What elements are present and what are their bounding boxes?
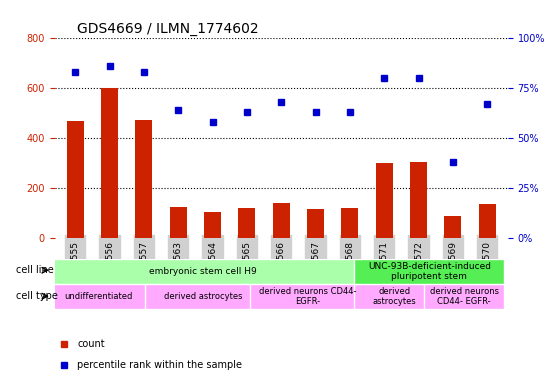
- Text: derived neurons CD44-
EGFR-: derived neurons CD44- EGFR-: [259, 287, 356, 306]
- Bar: [204, 212, 221, 238]
- Bar: [170, 207, 187, 238]
- Text: cell type: cell type: [16, 291, 58, 301]
- Text: count: count: [78, 339, 105, 349]
- FancyBboxPatch shape: [145, 284, 260, 309]
- FancyBboxPatch shape: [40, 284, 156, 309]
- Text: undifferentiated: undifferentiated: [64, 292, 132, 301]
- Bar: [341, 208, 358, 238]
- Bar: [444, 216, 461, 238]
- FancyBboxPatch shape: [424, 284, 505, 309]
- Bar: [479, 204, 496, 238]
- Bar: [135, 119, 152, 238]
- FancyBboxPatch shape: [250, 284, 365, 309]
- Bar: [67, 121, 84, 238]
- Bar: [272, 203, 290, 238]
- Text: UNC-93B-deficient-induced
pluripotent stem: UNC-93B-deficient-induced pluripotent st…: [368, 262, 491, 281]
- Text: embryonic stem cell H9: embryonic stem cell H9: [149, 267, 257, 276]
- Text: derived
astrocytes: derived astrocytes: [372, 287, 417, 306]
- FancyBboxPatch shape: [354, 284, 435, 309]
- Bar: [307, 209, 324, 238]
- Text: derived neurons
CD44- EGFR-: derived neurons CD44- EGFR-: [430, 287, 498, 306]
- Text: GDS4669 / ILMN_1774602: GDS4669 / ILMN_1774602: [78, 22, 259, 36]
- Text: percentile rank within the sample: percentile rank within the sample: [78, 360, 242, 370]
- Bar: [410, 162, 427, 238]
- Text: derived astrocytes: derived astrocytes: [163, 292, 242, 301]
- Bar: [101, 88, 118, 238]
- Bar: [376, 163, 393, 238]
- Text: cell line: cell line: [16, 265, 54, 275]
- FancyBboxPatch shape: [40, 259, 365, 284]
- Bar: [238, 208, 256, 238]
- FancyBboxPatch shape: [354, 259, 505, 284]
